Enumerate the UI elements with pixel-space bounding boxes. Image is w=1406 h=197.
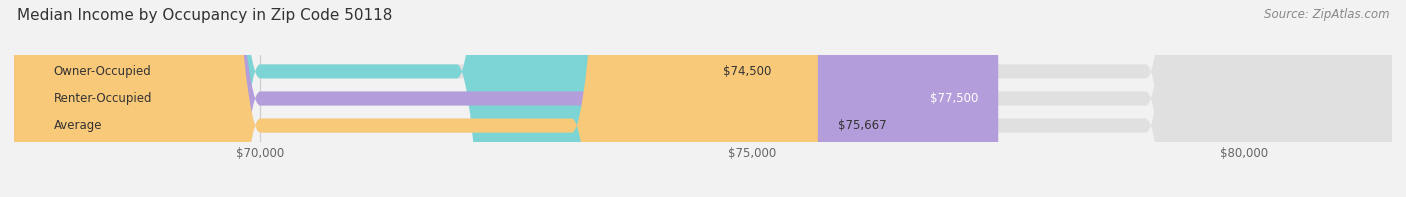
Text: Average: Average: [53, 119, 101, 132]
FancyBboxPatch shape: [14, 0, 703, 197]
FancyBboxPatch shape: [14, 0, 1392, 197]
Text: Renter-Occupied: Renter-Occupied: [53, 92, 152, 105]
Text: $74,500: $74,500: [723, 65, 770, 78]
Text: Source: ZipAtlas.com: Source: ZipAtlas.com: [1264, 8, 1389, 21]
FancyBboxPatch shape: [14, 0, 1392, 197]
Text: Median Income by Occupancy in Zip Code 50118: Median Income by Occupancy in Zip Code 5…: [17, 8, 392, 23]
Text: Owner-Occupied: Owner-Occupied: [53, 65, 152, 78]
Text: $77,500: $77,500: [931, 92, 979, 105]
FancyBboxPatch shape: [14, 0, 1392, 197]
Text: $75,667: $75,667: [838, 119, 886, 132]
FancyBboxPatch shape: [14, 0, 818, 197]
FancyBboxPatch shape: [14, 0, 998, 197]
